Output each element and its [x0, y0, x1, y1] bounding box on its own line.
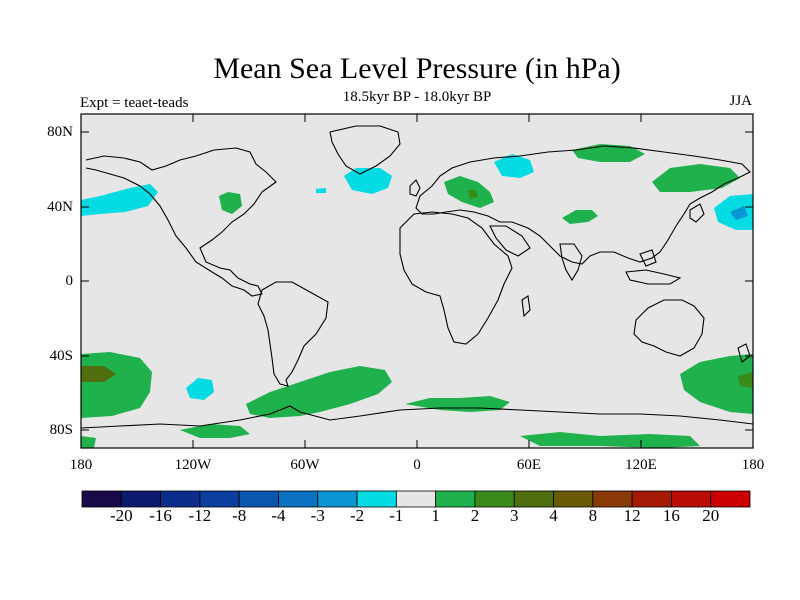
- colorbar-swatch: [81, 490, 122, 508]
- colorbar-label: -2: [349, 506, 365, 525]
- colorbar: [81, 490, 751, 508]
- colorbar-label: -16: [149, 506, 172, 525]
- positive-anomaly-southwest-pacific-core: [738, 372, 753, 388]
- negative-anomaly-atlantic-small: [316, 188, 326, 193]
- lon-label-60w: 60W: [290, 457, 320, 473]
- colorbar-swatch: [278, 490, 319, 508]
- colorbar-label: -3: [310, 506, 325, 525]
- lat-label-eq: 0: [65, 273, 74, 289]
- coast-india: [559, 243, 583, 282]
- colorbar-label: -4: [271, 506, 286, 525]
- colorbar-swatch: [160, 490, 201, 508]
- negative-anomaly-north-pacific-west: [81, 184, 158, 216]
- lat-label-40n: 40N: [47, 199, 73, 215]
- coastlines: [81, 125, 753, 429]
- coast-madagascar: [521, 295, 531, 318]
- pressure-anomaly-field: [81, 144, 753, 448]
- coast-arabia: [489, 225, 531, 257]
- positive-anomaly-south-atlantic: [246, 366, 392, 418]
- colorbar-label: -20: [109, 506, 133, 525]
- lon-label-0: 0: [413, 457, 421, 473]
- lon-label-60e: 60E: [516, 457, 542, 473]
- colorbar-label: 3: [509, 506, 519, 525]
- lon-label-120e: 120E: [625, 457, 657, 473]
- positive-anomaly-east-asia: [652, 164, 740, 192]
- lon-label-180e: 180: [741, 457, 765, 473]
- experiment-label: Expt = teaet-teads: [80, 95, 189, 111]
- coast-africa: [399, 211, 513, 345]
- colorbar-swatch: [356, 490, 397, 508]
- coast-japan: [689, 203, 705, 223]
- colorbar-swatch: [710, 490, 751, 508]
- season-label: JJA: [729, 93, 752, 109]
- coast-uk: [409, 179, 421, 197]
- colorbar-label: 16: [662, 506, 680, 525]
- colorbar-label: 1: [431, 506, 440, 525]
- colorbar-swatch: [199, 490, 240, 508]
- colorbar-swatch: [317, 490, 358, 508]
- colorbar-label: 4: [549, 506, 558, 525]
- coast-antarctica: [81, 405, 753, 429]
- positive-anomaly-antarctic-edge: [81, 436, 96, 448]
- coast-south-america: [257, 281, 329, 387]
- colorbar-swatch: [671, 490, 712, 508]
- colorbar-swatch: [631, 490, 672, 508]
- coast-indonesia: [625, 269, 682, 285]
- negative-anomaly-north-atlantic: [344, 168, 392, 194]
- lat-label-40s: 40S: [49, 348, 73, 364]
- negative-anomaly-barents: [494, 154, 534, 178]
- coast-north-america: [85, 147, 277, 297]
- colorbar-swatch: [238, 490, 279, 508]
- colorbar-label: -12: [188, 506, 212, 525]
- axis-ticks: [81, 114, 753, 448]
- coast-eurasia: [415, 145, 751, 265]
- colorbar-swatch: [513, 490, 554, 508]
- positive-anomaly-north-atlantic: [219, 192, 242, 214]
- negative-anomaly-north-pacific-east-core: [730, 206, 748, 220]
- colorbar-swatch: [435, 490, 476, 508]
- lon-label-180w: 180: [69, 457, 93, 473]
- colorbar-swatch: [120, 490, 161, 508]
- colorbar-label: -1: [389, 506, 404, 525]
- negative-anomaly-south-pacific: [186, 378, 214, 400]
- colorbar-label: 20: [702, 506, 720, 525]
- lat-label-80n: 80N: [47, 124, 73, 140]
- coast-australia: [633, 299, 705, 357]
- colorbar-label: 2: [470, 506, 480, 525]
- colorbar-swatch: [395, 490, 437, 508]
- map-title: Mean Sea Level Pressure (in hPa): [213, 52, 621, 85]
- map-subtitle: 18.5kyr BP - 18.0kyr BP: [342, 89, 492, 105]
- lon-label-120w: 120W: [174, 457, 212, 473]
- coast-greenland: [329, 125, 401, 175]
- lat-label-80s: 80S: [49, 422, 73, 438]
- colorbar-swatch: [592, 490, 633, 508]
- colorbar-label: 8: [588, 506, 598, 525]
- positive-anomaly-antarctic-indian: [520, 432, 700, 448]
- positive-anomaly-south-pacific-core: [81, 366, 116, 382]
- colorbar-label: 12: [623, 506, 641, 525]
- colorbar-label: -8: [232, 506, 247, 525]
- positive-anomaly-europe-core: [468, 190, 478, 199]
- positive-anomaly-southwest-pacific: [680, 354, 753, 414]
- colorbar-swatch: [474, 490, 515, 508]
- colorbar-swatch: [553, 490, 594, 508]
- coast-borneo: [639, 249, 657, 267]
- positive-anomaly-antarctic-pacific: [180, 424, 250, 438]
- map-background: [81, 114, 753, 448]
- positive-anomaly-central-asia: [562, 210, 598, 224]
